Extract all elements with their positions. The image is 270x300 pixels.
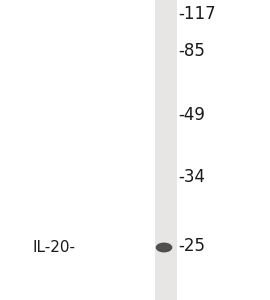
Text: -49: -49 (178, 106, 205, 124)
Bar (155, 0, 177, 300)
Text: -25: -25 (178, 237, 205, 255)
Text: -117: -117 (178, 5, 216, 23)
Ellipse shape (156, 242, 172, 252)
Text: IL-20-: IL-20- (33, 240, 76, 255)
Text: -85: -85 (178, 42, 205, 60)
Text: -34: -34 (178, 168, 205, 186)
